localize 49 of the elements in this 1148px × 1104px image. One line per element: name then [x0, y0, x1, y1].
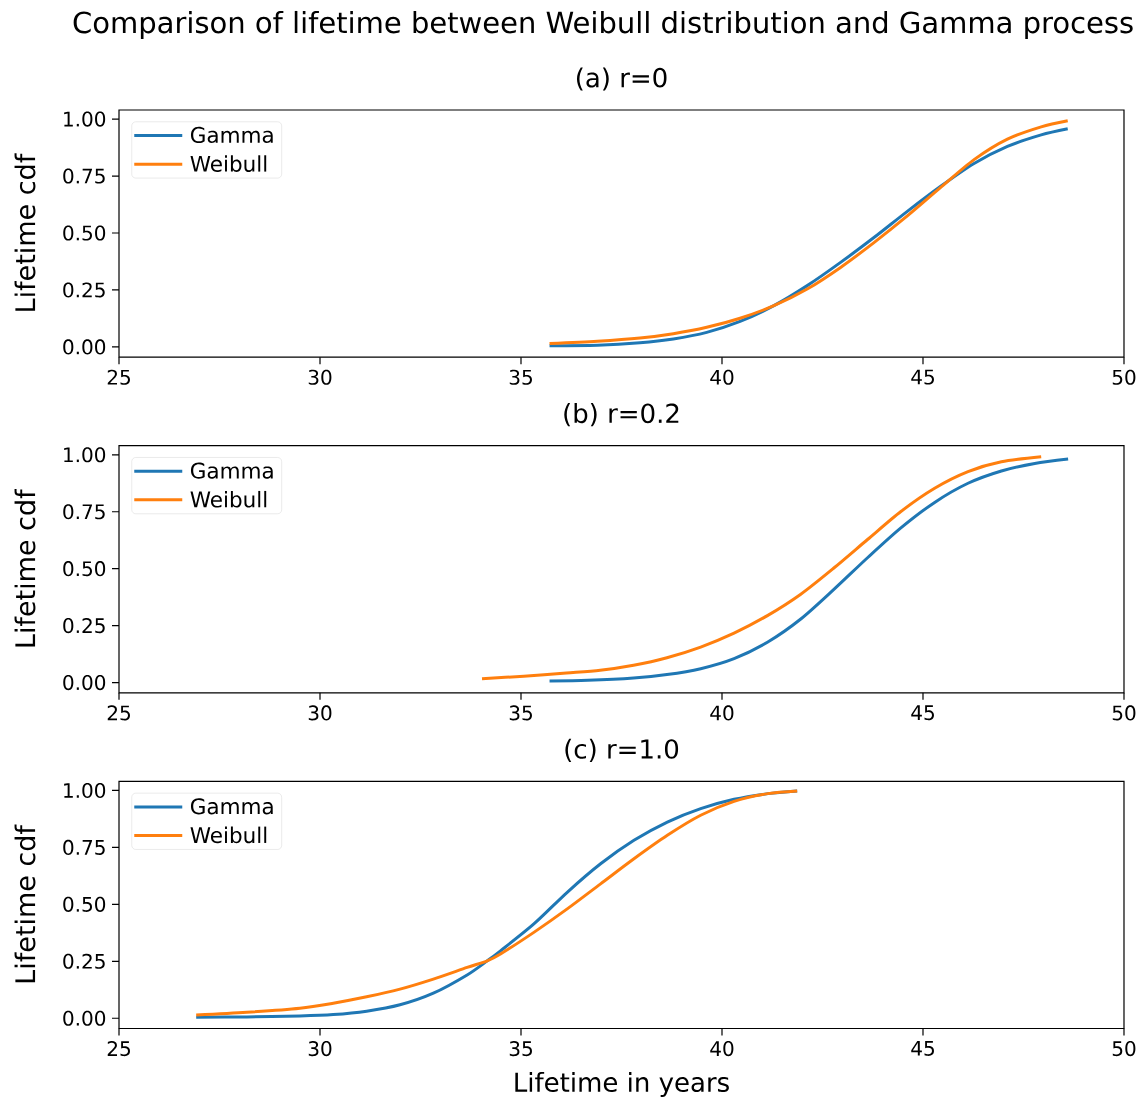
y-tick-label: 1.00	[64, 111, 106, 127]
y-tick-label: 0.25	[63, 953, 105, 969]
x-tick-label: 40	[710, 705, 734, 721]
legend-label: Weibull	[190, 490, 267, 508]
y-tick-label: 0.75	[63, 504, 105, 520]
x-tick-label: 30	[308, 1041, 332, 1057]
x-tick-label: 30	[308, 705, 332, 721]
x-tick-label: 40	[710, 1041, 734, 1057]
x-tick-label: 50	[1112, 369, 1136, 385]
y-axis-title: Lifetime cdf	[14, 824, 36, 983]
line-series	[548, 457, 1070, 683]
y-tick-label: 0.75	[63, 168, 105, 184]
y-tick-label: 0.00	[63, 675, 106, 691]
x-tick-label: 25	[107, 705, 130, 721]
chart-subtitle: (a) r=0	[576, 67, 667, 91]
y-tick-label: 0.50	[63, 225, 106, 241]
legend-label: Gamma	[190, 462, 273, 479]
y-tick-label: 0.00	[63, 339, 106, 355]
y-axis-title: Lifetime cdf	[14, 488, 36, 647]
chart-subtitle: (b) r=0.2	[564, 403, 679, 427]
x-tick-label: 25	[107, 1041, 130, 1057]
x-tick-label: 25	[107, 369, 130, 385]
x-tick-label: 45	[911, 1041, 934, 1056]
x-tick-label: 35	[509, 1041, 532, 1057]
x-tick-label: 40	[710, 369, 734, 385]
y-tick-label: 0.00	[63, 1010, 106, 1026]
chart-title: Comparison of lifetime between Weibull distribution and Gamma process	[73, 10, 1133, 40]
x-tick-label: 45	[911, 705, 934, 721]
x-tick-label: 30	[308, 369, 332, 385]
y-axis-title: Lifetime cdf	[14, 153, 36, 311]
x-tick-label: 35	[509, 369, 532, 385]
x-tick-label: 50	[1112, 705, 1136, 721]
x-tick-label: 45	[911, 369, 934, 385]
chart-subtitle: (c) r=1.0	[565, 738, 679, 762]
y-tick-label: 0.25	[63, 618, 105, 634]
legend-label: Weibull	[190, 155, 267, 172]
legend-label: Weibull	[190, 826, 267, 844]
legend-label: Gamma	[190, 798, 273, 815]
y-tick-label: 0.75	[63, 839, 105, 855]
x-axis-title: Lifetime in years	[515, 1071, 729, 1098]
y-tick-label: 0.25	[63, 282, 105, 298]
y-tick-label: 0.50	[63, 896, 106, 912]
y-tick-label: 1.00	[64, 447, 106, 463]
y-tick-label: 0.50	[63, 561, 106, 577]
line-series	[480, 455, 1043, 681]
legend-label: Gamma	[190, 126, 273, 144]
x-tick-label: 35	[509, 705, 532, 721]
x-tick-label: 50	[1112, 1041, 1136, 1057]
y-tick-label: 1.00	[64, 782, 106, 799]
